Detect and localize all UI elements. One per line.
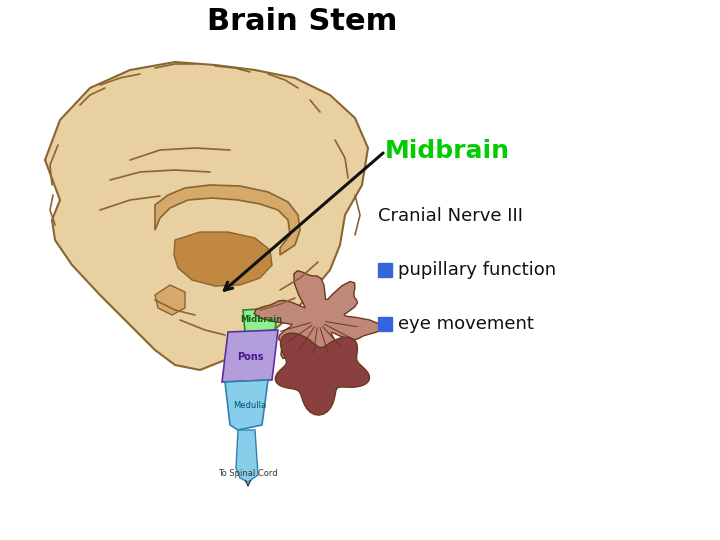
Text: Medulla: Medulla [233,401,266,409]
Text: Brain Stem: Brain Stem [207,7,397,36]
Bar [378,317,392,331]
Polygon shape [254,271,382,369]
Text: eye movement: eye movement [398,315,534,333]
Polygon shape [222,330,278,382]
Polygon shape [155,285,185,315]
Text: Pons: Pons [237,352,264,362]
Polygon shape [225,380,268,430]
Text: To Spinal Cord: To Spinal Cord [218,469,278,478]
Polygon shape [236,430,258,482]
Bar [378,263,392,277]
Polygon shape [275,333,369,415]
Polygon shape [174,232,272,286]
Text: Midbrain: Midbrain [240,315,282,325]
Text: Midbrain: Midbrain [385,139,510,163]
Polygon shape [155,185,300,255]
Polygon shape [243,308,278,332]
Text: Cranial Nerve III: Cranial Nerve III [378,207,523,225]
Polygon shape [45,62,368,370]
Text: pupillary function: pupillary function [398,261,556,279]
